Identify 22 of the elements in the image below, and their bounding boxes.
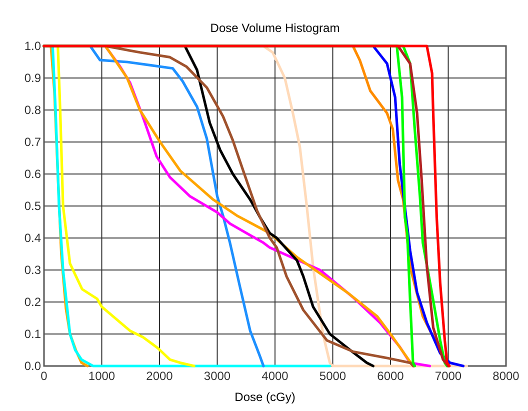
x-axis-title: Dose (cGy) [234, 390, 296, 404]
y-tick-label: 0.1 [24, 327, 42, 341]
x-tick-label: 7000 [434, 369, 462, 383]
y-tick-label: 0.9 [24, 71, 42, 85]
y-tick-label: 0.2 [24, 295, 42, 309]
y-tick-label: 0.5 [24, 199, 42, 213]
y-tick-label: 0.3 [24, 263, 42, 277]
y-tick-label: 0.0 [24, 359, 42, 373]
y-tick-label: 1.0 [24, 39, 42, 53]
x-tick-label: 8000 [492, 369, 520, 383]
y-tick-label: 0.4 [24, 231, 42, 245]
x-tick-label: 3000 [204, 369, 231, 383]
y-tick-label: 0.6 [24, 167, 42, 181]
chart-title: Dose Volume Histogram [210, 21, 340, 35]
x-tick-label: 5000 [319, 369, 346, 383]
x-tick-label: 1000 [88, 369, 116, 383]
x-tick-label: 0 [40, 369, 48, 383]
x-tick-label: 4000 [262, 369, 289, 383]
x-tick-label: 6000 [377, 369, 404, 383]
y-tick-label: 0.7 [24, 135, 42, 149]
y-tick-label: 0.8 [24, 103, 42, 117]
x-tick-label: 2000 [146, 369, 174, 383]
